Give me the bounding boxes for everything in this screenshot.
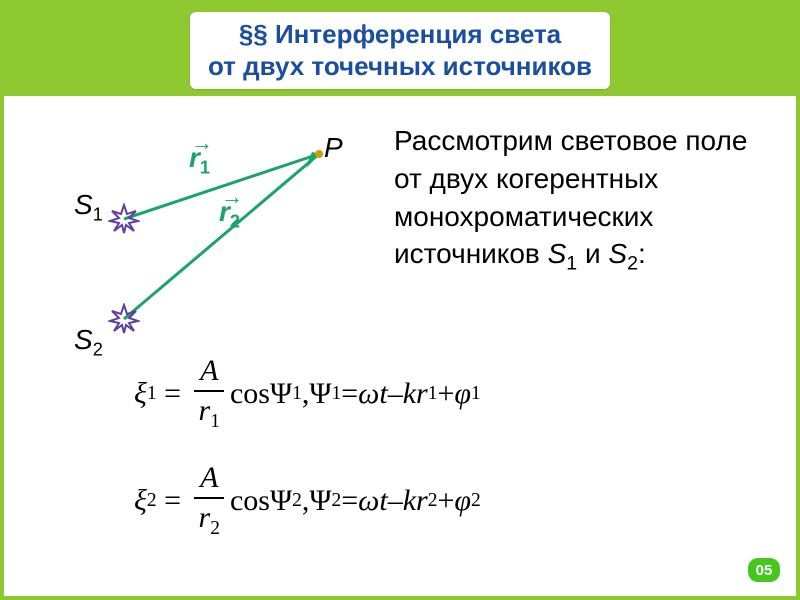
slide-title: §§ Интерференция света от двух точечных … <box>190 12 610 89</box>
para-s1: S <box>548 238 567 269</box>
equation-2: ξ2 = A r2 cos Ψ2 , Ψ2 = ωt – kr2 + φ2 <box>134 461 766 540</box>
vector-arrow-icon: → <box>221 184 243 210</box>
source-s1-icon <box>108 203 140 235</box>
ray-r2 <box>124 154 319 319</box>
intro-paragraph: Рассмотрим световое поле от двух когерен… <box>394 122 780 277</box>
fraction-2: A r2 <box>193 461 226 540</box>
fraction-1: A r1 <box>193 354 226 433</box>
label-r1: → r1 <box>189 142 210 179</box>
title-line-2: от двух точечных источников <box>208 50 592 83</box>
para-mid: и <box>577 238 608 269</box>
diagram: S1 S2 P → r1 → r2 <box>24 124 384 354</box>
para-s2-sub: 2 <box>627 253 638 275</box>
slide-frame: §§ Интерференция света от двух точечных … <box>0 0 800 600</box>
para-tail: : <box>638 238 646 269</box>
para-pre: Рассмотрим световое поле от двух когерен… <box>394 125 747 269</box>
label-r2: → r2 <box>219 196 240 233</box>
source-s2-icon <box>108 303 140 335</box>
content-area: Рассмотрим световое поле от двух когерен… <box>14 104 786 586</box>
page-number: 05 <box>748 558 780 582</box>
para-s1-sub: 1 <box>566 253 577 275</box>
para-s2: S <box>608 238 627 269</box>
header-band: §§ Интерференция света от двух точечных … <box>4 4 796 96</box>
label-s1: S1 <box>74 189 103 226</box>
point-p <box>315 150 323 158</box>
label-s2: S2 <box>74 324 103 361</box>
label-p: P <box>324 132 343 164</box>
formulas: ξ1 = A r1 cos Ψ1 , Ψ1 = ωt – kr1 + φ1 ξ2 <box>134 354 766 568</box>
equation-1: ξ1 = A r1 cos Ψ1 , Ψ1 = ωt – kr1 + φ1 <box>134 354 766 433</box>
title-line-1: §§ Интерференция света <box>208 18 592 51</box>
vector-arrow-icon: → <box>191 130 213 156</box>
